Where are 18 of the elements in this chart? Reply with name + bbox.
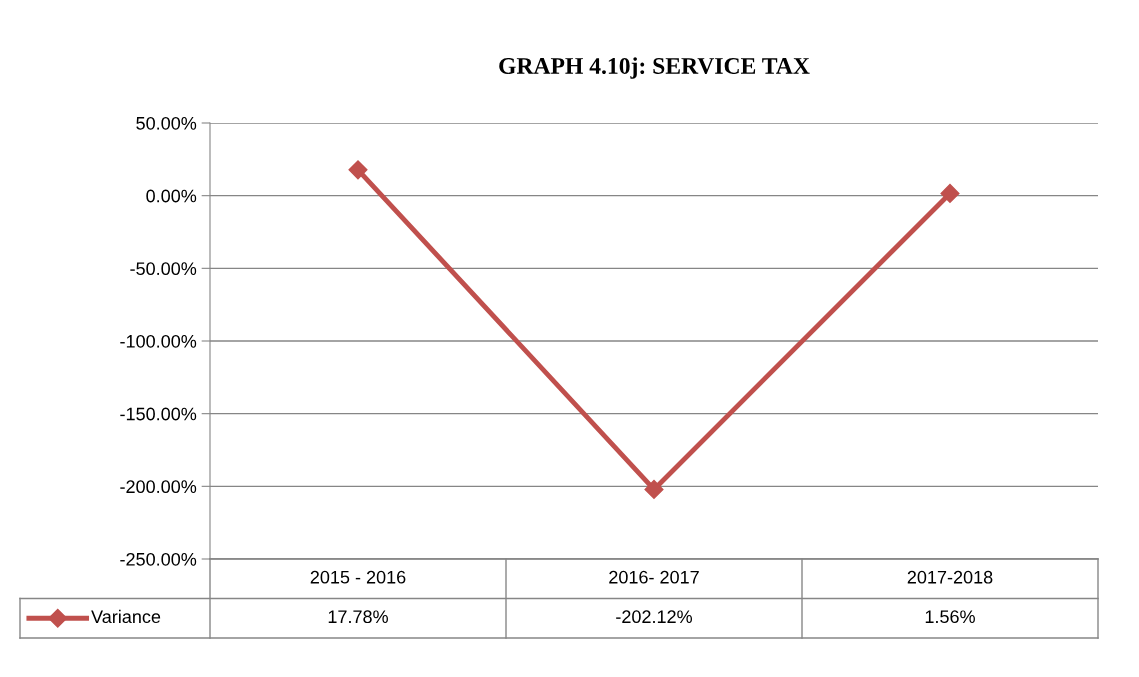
x-tick-label: 2017-2018	[907, 570, 993, 584]
legend-label: Variance	[91, 609, 161, 624]
y-tick-label: -250.00%	[120, 552, 197, 566]
point	[644, 479, 664, 499]
y-tick-label: -50.00%	[130, 262, 197, 276]
x-tick-label: 2016- 2017	[609, 570, 699, 584]
y-tick-label: 0.00%	[146, 189, 197, 203]
chart-title: GRAPH 4.10j: SERVICE TAX	[499, 57, 810, 79]
data-label: 17.78%	[328, 610, 388, 624]
data-label: -202.12%	[616, 610, 693, 624]
y-tick-label: -150.00%	[120, 407, 197, 421]
y-tick-label: 50.00%	[136, 116, 197, 130]
data-label: 1.56%	[925, 610, 975, 624]
point	[940, 183, 960, 203]
y-tick-label: -100.00%	[120, 334, 197, 348]
point	[348, 160, 368, 180]
x-tick-label: 2015 - 2016	[310, 570, 406, 584]
y-tick-label: -200.00%	[120, 480, 197, 494]
